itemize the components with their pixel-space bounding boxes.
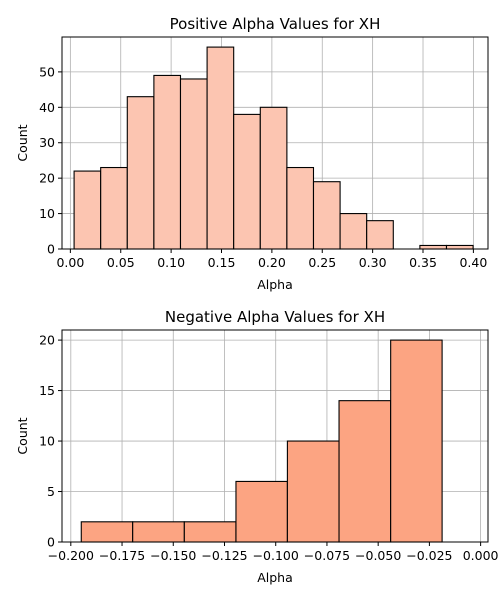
histogram-bar xyxy=(235,480,288,543)
negative-alpha-y-axis-label: Count xyxy=(15,417,30,454)
x-tick-label: 0.15 xyxy=(208,255,236,270)
histogram-bar xyxy=(312,181,341,250)
histogram-bar xyxy=(153,74,182,250)
negative-alpha-x-axis-label: Alpha xyxy=(257,570,293,585)
x-tick-label: 0.40 xyxy=(459,255,487,270)
y-tick-label: 15 xyxy=(39,383,55,398)
y-tick-label: 0 xyxy=(47,242,55,257)
positive-alpha-chart-title: Positive Alpha Values for XH xyxy=(170,15,381,33)
x-tick-label: −0.150 xyxy=(150,548,196,563)
x-tick-label: −0.200 xyxy=(48,548,94,563)
x-tick-label: 0.20 xyxy=(258,255,286,270)
histogram-bar xyxy=(126,96,155,250)
histogram-bar xyxy=(132,521,185,543)
x-tick-label: −0.075 xyxy=(304,548,350,563)
x-tick-label: 0.000 xyxy=(463,548,499,563)
x-tick-label: 0.35 xyxy=(409,255,437,270)
histogram-bar xyxy=(206,46,235,250)
positive-alpha-bars xyxy=(73,46,474,250)
histogram-bar xyxy=(366,220,394,250)
x-tick-label: −0.125 xyxy=(201,548,247,563)
negative-alpha-chart-title: Negative Alpha Values for XH xyxy=(165,308,385,326)
x-tick-label: −0.100 xyxy=(253,548,299,563)
positive-alpha-x-axis: 0.00 0.05 0.10 0.15 0.20 0.25 0.30 0.35 0.40 xyxy=(56,249,487,270)
histogram-bar xyxy=(445,244,474,250)
positive-alpha-chart: 0.00 0.05 0.10 0.15 0.20 0.25 0.30 0.35 0.40 0 10 2… xyxy=(15,15,489,292)
histogram-bar xyxy=(259,106,288,250)
negative-alpha-bars xyxy=(80,339,443,543)
y-tick-label: 20 xyxy=(39,333,55,348)
y-tick-label: 50 xyxy=(39,64,55,79)
histogram-bar xyxy=(286,166,315,250)
negative-alpha-chart: −0.200 −0.175 −0.150 −0.125 −0.100 −0.075 −0.0… xyxy=(15,308,499,585)
x-tick-label: 0.25 xyxy=(308,255,336,270)
y-tick-label: 0 xyxy=(47,535,55,550)
y-tick-label: 10 xyxy=(39,206,55,221)
histogram-bar xyxy=(339,213,368,250)
y-tick-label: 40 xyxy=(39,100,55,115)
y-tick-label: 5 xyxy=(47,484,55,499)
histogram-bar xyxy=(390,339,443,543)
y-tick-label: 10 xyxy=(39,434,55,449)
x-tick-label: −0.050 xyxy=(355,548,401,563)
histogram-bar xyxy=(338,400,392,543)
y-tick-label: 30 xyxy=(39,135,55,150)
histogram-bar xyxy=(73,170,102,250)
negative-alpha-y-axis: 0 5 10 15 20 xyxy=(39,333,62,550)
x-tick-label: −0.175 xyxy=(99,548,145,563)
x-tick-label: 0.00 xyxy=(56,255,84,270)
positive-alpha-y-axis: 0 10 20 30 40 50 xyxy=(39,64,62,257)
histogram-bar xyxy=(419,244,448,250)
negative-alpha-x-axis: −0.200 −0.175 −0.150 −0.125 −0.100 −0.075 −0.0… xyxy=(48,542,499,563)
histogram-bar xyxy=(286,440,340,543)
histogram-bar xyxy=(179,78,208,250)
histogram-bar xyxy=(100,166,128,250)
positive-alpha-y-axis-label: Count xyxy=(15,124,30,161)
x-tick-label: 0.05 xyxy=(107,255,135,270)
x-tick-label: 0.10 xyxy=(157,255,185,270)
negative-alpha-axes-frame xyxy=(61,329,489,543)
histogram-bar xyxy=(183,521,237,543)
x-tick-label: 0.30 xyxy=(359,255,387,270)
histogram-bar xyxy=(233,113,261,250)
y-tick-label: 20 xyxy=(39,171,55,186)
positive-alpha-x-axis-label: Alpha xyxy=(257,277,293,292)
histogram-bar xyxy=(80,521,134,543)
x-tick-label: −0.025 xyxy=(406,548,452,563)
